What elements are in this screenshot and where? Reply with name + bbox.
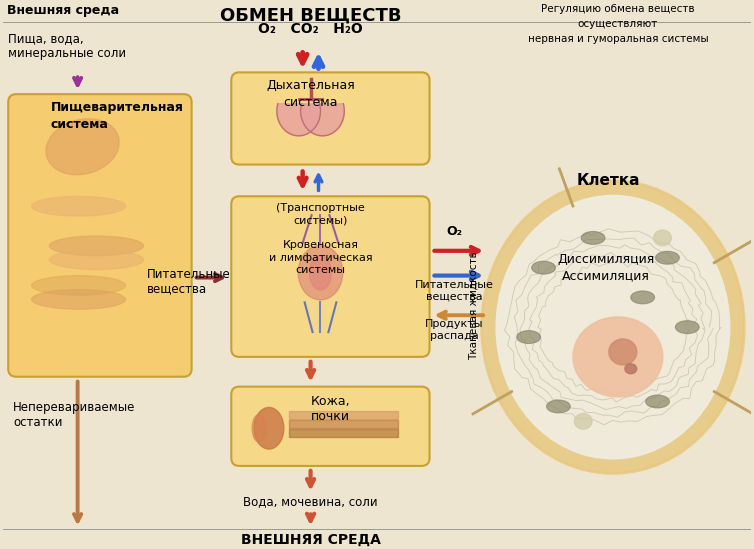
Text: Диссимиляция: Диссимиляция (557, 253, 654, 266)
Text: Пищеварительная
система: Пищеварительная система (51, 101, 184, 131)
Text: Кожа,
почки: Кожа, почки (311, 395, 350, 423)
Text: Внешняя среда: Внешняя среда (8, 4, 119, 17)
Ellipse shape (532, 261, 556, 274)
Polygon shape (277, 104, 320, 136)
Ellipse shape (32, 289, 126, 309)
Text: Дыхательная
система: Дыхательная система (266, 79, 355, 109)
Text: Пища, вода,
минеральные соли: Пища, вода, минеральные соли (8, 32, 127, 60)
Ellipse shape (654, 230, 671, 246)
Ellipse shape (645, 395, 670, 408)
Ellipse shape (46, 119, 119, 175)
FancyBboxPatch shape (231, 72, 430, 165)
Text: (Транспортные
системы)

Кровеносная
и лимфатическая
системы: (Транспортные системы) Кровеносная и лим… (268, 203, 372, 275)
Ellipse shape (49, 250, 143, 270)
Polygon shape (301, 104, 345, 136)
Text: Ассимиляция: Ассимиляция (562, 270, 650, 283)
Ellipse shape (655, 251, 679, 264)
Ellipse shape (310, 255, 332, 290)
Text: Питательные
вещества: Питательные вещества (415, 279, 494, 301)
Ellipse shape (625, 364, 636, 374)
Ellipse shape (547, 400, 570, 413)
Bar (289, 411, 398, 419)
Bar (289, 421, 398, 428)
Text: Регуляцию обмена веществ
осуществляют
нервная и гуморальная системы: Регуляцию обмена веществ осуществляют не… (528, 4, 708, 43)
Text: Продукты
распада: Продукты распада (425, 319, 483, 341)
Text: Питательные
вещества: Питательные вещества (147, 268, 231, 296)
Ellipse shape (298, 245, 343, 300)
Text: Вода, мочевина, соли: Вода, мочевина, соли (244, 495, 378, 508)
Text: Клетка: Клетка (576, 173, 639, 188)
FancyBboxPatch shape (8, 94, 192, 377)
Text: Неперевариваемые
остатки: Неперевариваемые остатки (13, 401, 136, 429)
Ellipse shape (676, 321, 699, 334)
Text: ВНЕШНЯЯ СРЕДА: ВНЕШНЯЯ СРЕДА (241, 533, 381, 546)
Ellipse shape (573, 317, 663, 396)
Ellipse shape (254, 407, 284, 449)
FancyBboxPatch shape (231, 386, 430, 466)
FancyBboxPatch shape (231, 197, 430, 357)
Text: O₂: O₂ (446, 225, 462, 238)
Ellipse shape (631, 291, 654, 304)
Bar (289, 429, 398, 437)
Ellipse shape (575, 413, 592, 429)
Ellipse shape (32, 197, 126, 216)
Ellipse shape (482, 181, 744, 473)
Ellipse shape (516, 330, 541, 344)
Ellipse shape (496, 196, 729, 458)
Ellipse shape (32, 276, 126, 295)
Ellipse shape (49, 236, 143, 256)
Ellipse shape (609, 339, 636, 365)
Text: O₂   CO₂   H₂O: O₂ CO₂ H₂O (258, 22, 363, 36)
Text: Тканевая жидкость: Тканевая жидкость (469, 251, 479, 360)
Ellipse shape (252, 414, 266, 442)
Text: ОБМЕН ВЕЩЕСТВ: ОБМЕН ВЕЩЕСТВ (220, 7, 401, 25)
Ellipse shape (581, 232, 605, 244)
